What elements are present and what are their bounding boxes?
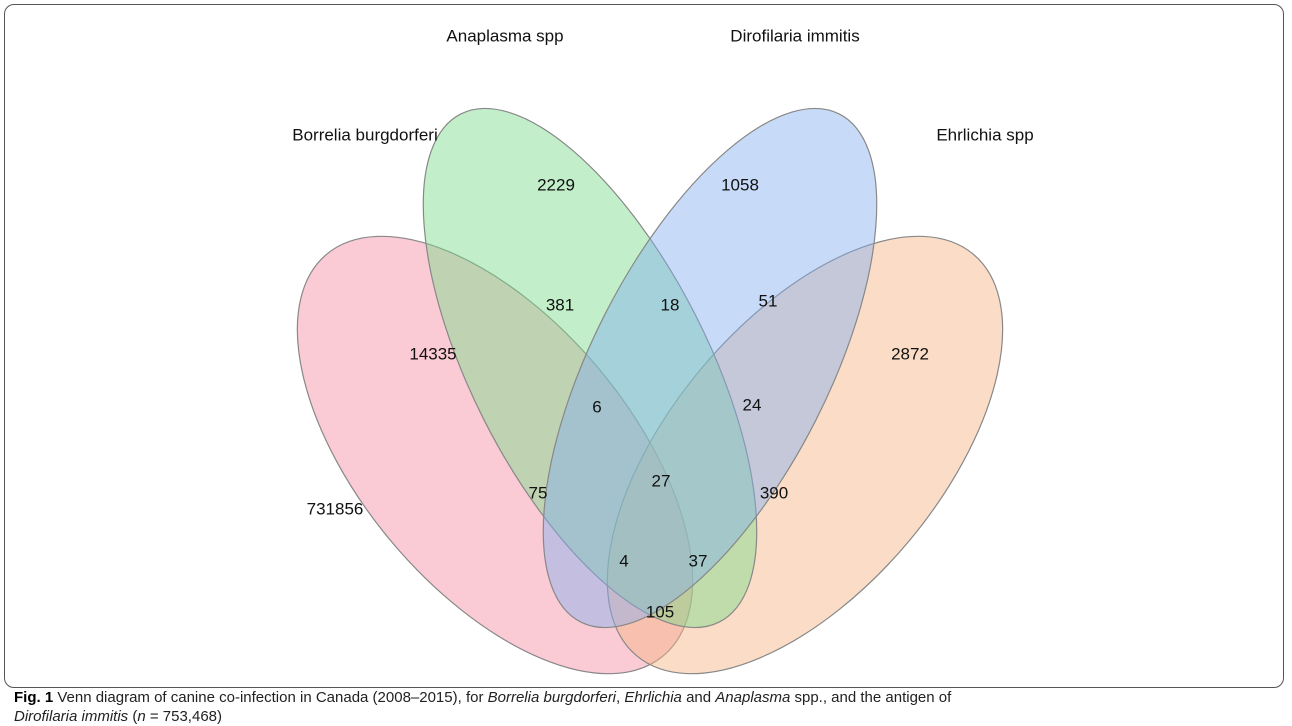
region-count: 390: [760, 483, 788, 502]
set-label: Anaplasma spp: [446, 26, 563, 45]
caption-text: = 753,468): [145, 708, 222, 725]
set-ellipse: [422, 107, 758, 629]
set-ellipse: [606, 235, 1004, 675]
caption-text: spp., and the antigen of: [790, 689, 952, 706]
caption-text: Dirofilaria immitis: [14, 708, 129, 725]
region-counts: 2229 1058 14335 2872 18 381 51 6 24 27 75 390 4 37 105: [409, 175, 929, 621]
caption-text: ,: [616, 689, 625, 706]
caption-text: (: [128, 708, 138, 725]
region-count: 2872: [891, 344, 929, 363]
region-count: 2229: [537, 175, 575, 194]
region-count: 14335: [409, 344, 456, 363]
caption-label: Fig. 1: [14, 689, 54, 706]
set-label: Dirofilaria immitis: [730, 26, 859, 45]
caption-text: Borrelia burgdorferi: [487, 689, 617, 706]
ellipses: [296, 107, 1004, 675]
region-count: 105: [646, 602, 674, 621]
region-count: 37: [689, 551, 708, 570]
region-count: 1058: [721, 175, 759, 194]
region-count: 6: [592, 397, 601, 416]
caption-text: Ehrlichia: [624, 689, 682, 706]
caption: Fig. 1 Venn diagram of canine co-infecti…: [14, 688, 1279, 726]
set-ellipse: [296, 235, 694, 675]
venn-diagram: Borrelia burgdorferi Anaplasma spp Dirof…: [292, 26, 1034, 675]
region-count: 75: [529, 483, 548, 502]
region-count: 24: [743, 395, 762, 414]
set-label: Ehrlichia spp: [936, 125, 1033, 144]
set-label: Borrelia burgdorferi: [292, 125, 438, 144]
caption-text: Anaplasma: [715, 689, 791, 706]
region-count: 51: [759, 291, 778, 310]
figure-frame: [4, 4, 1284, 688]
caption-text: and: [681, 689, 716, 706]
set-ellipse: [542, 107, 878, 629]
outside-count: 731856: [307, 499, 364, 518]
region-count: 18: [661, 295, 680, 314]
caption-text: n: [137, 708, 146, 725]
caption-text: Venn diagram of canine co-infection in C…: [53, 689, 488, 706]
region-count: 381: [546, 295, 574, 314]
region-count: 27: [652, 471, 671, 490]
region-count: 4: [619, 551, 628, 570]
